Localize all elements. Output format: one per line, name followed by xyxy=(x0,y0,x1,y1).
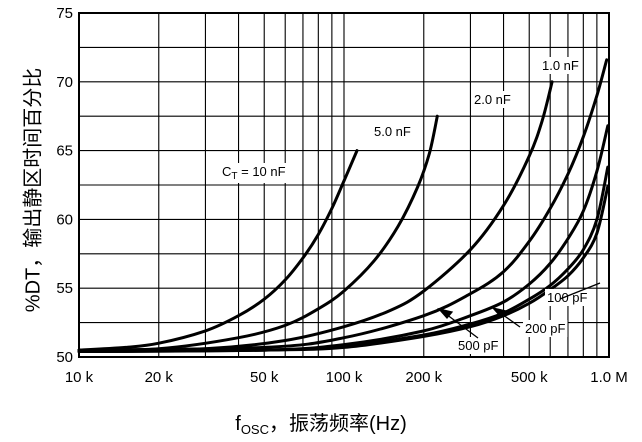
pointer-100pf xyxy=(559,282,601,300)
x-tick-label: 10 k xyxy=(65,369,94,386)
pointer-500pf-head xyxy=(437,307,454,319)
series-label-background xyxy=(545,289,590,306)
x-tick-label: 500 k xyxy=(511,369,548,386)
x-tick-label: 1.0 M xyxy=(590,369,628,386)
series-label-background xyxy=(220,163,288,183)
x-tick-label: 20 k xyxy=(145,369,174,386)
pointer-500pf xyxy=(445,313,479,339)
y-tick-labels: 50 55 60 65 70 75 xyxy=(56,5,73,366)
y-axis-label: %DT，输出静区时间百分比 xyxy=(21,68,44,312)
series-line-3 xyxy=(77,58,609,352)
x-tick-labels: 10 k 20 k 50 k 100 k 200 k 500 k 1.0 M xyxy=(65,369,628,386)
series-line-0 xyxy=(77,149,359,352)
y-tick-label: 65 xyxy=(56,143,73,160)
series-label-4: 500 pF xyxy=(458,338,499,353)
series-label-1: 5.0 nF xyxy=(374,124,411,139)
series-label-background xyxy=(523,320,568,337)
x-axis-label: fOSC，振荡频率(Hz) xyxy=(235,412,407,437)
y-tick-label: 50 xyxy=(56,349,73,366)
y-tick-label: 60 xyxy=(56,211,73,228)
series-label-3: 1.0 nF xyxy=(542,58,579,73)
pointer-200pf-head xyxy=(491,306,508,318)
y-tick-label: 75 xyxy=(56,5,73,22)
label-pointers xyxy=(437,282,601,339)
series-line-1 xyxy=(77,114,439,352)
x-tick-label: 100 k xyxy=(326,369,363,386)
x-tick-label: 200 k xyxy=(405,369,442,386)
series-label-background xyxy=(456,337,501,354)
series-label-background xyxy=(540,57,581,74)
series-labels: CT = 10 nF 5.0 nF 2.0 nF 1.0 nF 500 pF 200 pF… xyxy=(220,57,590,354)
x-tick-label: 50 k xyxy=(250,369,279,386)
grid-lines xyxy=(79,13,609,357)
series-label-6: 100 pF xyxy=(547,290,588,305)
series-label-2: 2.0 nF xyxy=(474,92,511,107)
y-tick-label: 70 xyxy=(56,74,73,91)
y-tick-label: 55 xyxy=(56,280,73,297)
series-label-background xyxy=(372,123,413,140)
series-label-5: 200 pF xyxy=(525,321,566,336)
series-label-0: CT = 10 nF xyxy=(222,164,286,182)
plot-frame xyxy=(78,12,610,358)
series-label-background xyxy=(472,91,513,108)
